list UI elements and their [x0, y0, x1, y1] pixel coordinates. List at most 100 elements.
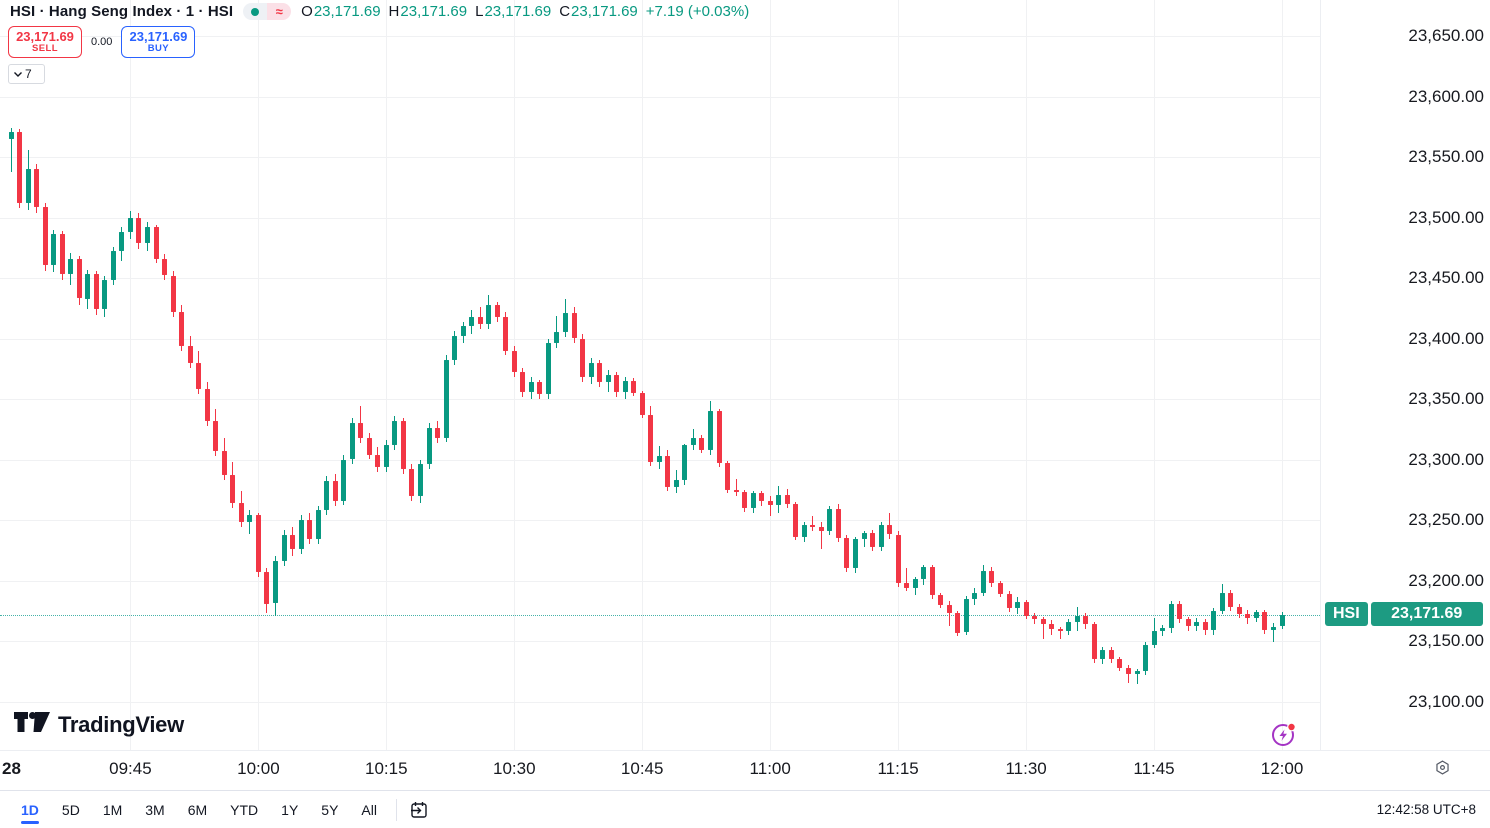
candle-body	[528, 382, 534, 392]
candle-body	[1279, 614, 1285, 627]
candle-wick	[1127, 665, 1129, 684]
candle-body	[59, 234, 65, 275]
candle-body	[1015, 602, 1020, 609]
candle-body	[1057, 628, 1063, 632]
candle-body	[682, 445, 688, 481]
time-axis[interactable]: 28 09:45 10:00 10:15 10:30 10:45 11:00 11:15 11:…	[0, 750, 1490, 791]
buy-button[interactable]: 23,171.69 BUY	[121, 26, 196, 58]
h-gridline	[0, 157, 1320, 158]
candle-body	[452, 336, 458, 361]
candle-body	[1108, 649, 1114, 660]
candle-body	[861, 533, 867, 540]
range-button-5d[interactable]: 5D	[61, 801, 80, 818]
candle-body	[750, 493, 756, 508]
candle-body	[25, 169, 31, 203]
sell-button[interactable]: 23,171.69 SELL	[8, 26, 82, 58]
candle-body	[400, 420, 406, 470]
candle-body	[281, 534, 287, 562]
time-axis-label: 11:45	[1133, 759, 1175, 778]
range-button-1y[interactable]: 1Y	[281, 801, 299, 818]
time-axis-label: 10:00	[237, 759, 280, 778]
candle-body	[1091, 624, 1097, 660]
candle-wick	[812, 516, 814, 531]
candle-wick	[1272, 622, 1274, 643]
candle-body	[793, 504, 799, 537]
candle-body	[545, 343, 551, 395]
candle-body	[725, 463, 730, 490]
delayed-data-icon[interactable]: ≈	[267, 3, 292, 20]
candle-body	[835, 509, 841, 539]
collapsed-count: 7	[25, 67, 32, 81]
h-gridline	[0, 96, 1320, 98]
last-price-symbol: HSI	[1325, 602, 1368, 626]
last-price-line	[0, 614, 1320, 616]
range-button-ytd[interactable]: YTD	[230, 801, 259, 818]
candle-body	[631, 380, 637, 393]
time-axis-label: 11:30	[1005, 759, 1047, 778]
candle-body	[708, 411, 713, 450]
candle-body	[1202, 621, 1208, 631]
price-axis-label: 23,600.00	[1408, 86, 1484, 106]
range-button-3m[interactable]: 3M	[145, 801, 165, 818]
candle-body	[989, 570, 995, 583]
candle-body	[170, 275, 176, 312]
range-button-6m[interactable]: 6M	[187, 801, 208, 818]
candle-body	[17, 131, 22, 203]
sell-price: 23,171.69	[16, 29, 74, 45]
range-button-1m[interactable]: 1M	[102, 801, 123, 818]
candle-body	[1125, 667, 1131, 674]
symbol-legend: HSI · Hang Seng Index · 1 · HSI ≈ O 23,17…	[10, 3, 749, 20]
price-axis-label: 23,100.00	[1408, 691, 1484, 711]
candle-wick	[556, 315, 558, 349]
candle-body	[938, 595, 944, 605]
candle-body	[1049, 624, 1055, 629]
time-axis-label: 28	[2, 759, 21, 778]
axis-settings-gear-icon[interactable]	[1435, 760, 1450, 780]
tradingview-logo-icon	[14, 712, 50, 732]
candle-body	[1023, 602, 1029, 616]
candlestick-plot-area[interactable]	[0, 0, 1320, 750]
candle-body	[486, 304, 492, 324]
h-gridline	[0, 520, 1320, 521]
candle-body	[1185, 619, 1191, 627]
candle-body	[324, 481, 330, 511]
candle-body	[1151, 631, 1157, 645]
go-to-date-icon[interactable]	[409, 800, 429, 820]
candle-body	[955, 613, 961, 633]
chevron-down-icon	[14, 72, 22, 77]
range-button-all[interactable]: All	[361, 801, 377, 818]
candle-body	[716, 411, 722, 464]
candle-body	[562, 313, 568, 333]
time-axis-label: 10:15	[365, 759, 408, 778]
object-tree-collapse-chip[interactable]: 7	[8, 64, 45, 84]
candle-body	[639, 392, 645, 415]
candle-body	[1074, 615, 1080, 622]
market-open-dot-icon	[251, 7, 260, 16]
trade-panel: 23,171.69 SELL 0.00 23,171.69 BUY	[8, 26, 196, 58]
candle-body	[1253, 612, 1259, 618]
market-open-status-icon[interactable]	[243, 3, 268, 20]
high-label: H	[388, 3, 400, 20]
candle-body	[460, 326, 466, 337]
candle-body	[1117, 659, 1123, 668]
price-axis[interactable]: HSI 23,171.69 23,650.00 23,600.00 23,550.0…	[1320, 0, 1490, 750]
candle-body	[1270, 626, 1276, 631]
candle-body	[1262, 612, 1268, 631]
candle-body	[1134, 671, 1140, 674]
data-feed-status-icon[interactable]	[1269, 720, 1299, 755]
range-button-5y[interactable]: 5Y	[321, 801, 339, 818]
candle-body	[759, 493, 765, 501]
price-axis-label: 23,650.00	[1408, 26, 1484, 45]
candle-body	[844, 538, 850, 569]
symbol-title[interactable]: HSI · Hang Seng Index · 1 · HSI	[10, 3, 234, 20]
v-gridline	[1154, 0, 1155, 750]
price-axis-label: 23,450.00	[1408, 268, 1484, 287]
range-button-1d[interactable]: 1D	[14, 798, 46, 824]
h-gridline	[0, 580, 1320, 582]
candle-body	[435, 428, 440, 438]
tradingview-watermark[interactable]: TradingView	[14, 712, 184, 738]
candle-body	[1160, 627, 1165, 632]
session-clock[interactable]: 12:42:58 UTC+8	[1376, 802, 1476, 817]
price-axis-label: 23,400.00	[1408, 328, 1484, 348]
